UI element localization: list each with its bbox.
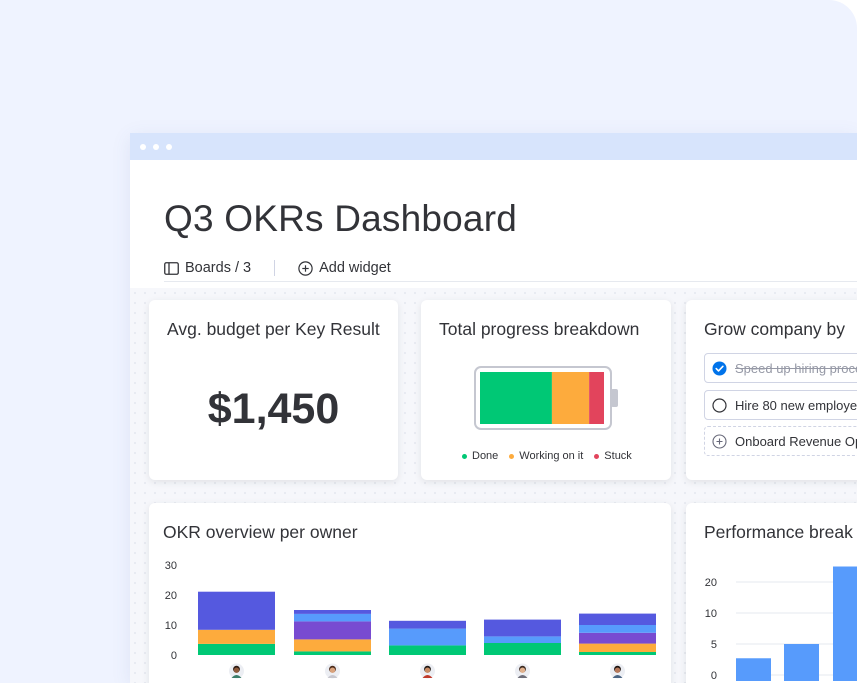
owner-avatar[interactable] xyxy=(610,663,625,679)
board-layout-icon xyxy=(164,261,179,275)
bar-segment xyxy=(294,651,371,655)
y-tick-label: 5 xyxy=(711,639,717,651)
y-tick-label: 10 xyxy=(705,608,717,620)
plus-circle-icon xyxy=(298,260,313,276)
bar-segment xyxy=(389,628,466,646)
window-titlebar xyxy=(130,133,857,160)
goal-widget[interactable]: Grow company by Speed up hiring proce Hi… xyxy=(686,300,857,480)
add-widget-button[interactable]: Add widget xyxy=(298,260,391,276)
bar-segment xyxy=(198,591,275,630)
legend-dot xyxy=(462,453,467,459)
legend-dot xyxy=(594,453,600,459)
toolbar-divider xyxy=(274,260,276,276)
performance-chart: 0 5 10 20 xyxy=(686,551,857,681)
okr-overview-chart: 0 10 20 30 xyxy=(149,551,671,681)
progress-segment-working-on-it xyxy=(551,372,590,424)
budget-value: $1,450 xyxy=(207,385,340,433)
y-tick-label: 0 xyxy=(711,670,717,681)
boards-button[interactable]: Boards / 3 xyxy=(164,260,251,276)
goal-item-add[interactable]: Onboard Revenue Ops xyxy=(704,426,857,456)
bar-segment xyxy=(579,625,656,633)
bar-segment xyxy=(389,645,466,655)
okr-overview-title: OKR overview per owner xyxy=(163,522,358,542)
bar-segment xyxy=(294,613,371,622)
dashboard-header: Q3 OKRs Dashboard Boards / 3 Add widget xyxy=(130,160,857,288)
window-dot xyxy=(166,144,172,150)
okr-overview-widget[interactable]: OKR overview per owner 0 10 20 30 xyxy=(149,503,671,683)
legend-item: Done xyxy=(462,450,498,462)
legend-dot xyxy=(509,453,515,459)
owner-avatar[interactable] xyxy=(229,663,244,679)
goal-item-label: Speed up hiring proce xyxy=(735,360,857,376)
bar-segment xyxy=(579,613,656,625)
window-dot xyxy=(140,144,146,150)
owner-avatar[interactable] xyxy=(325,663,340,679)
y-tick-label: 20 xyxy=(705,577,717,589)
window-dot xyxy=(153,144,159,150)
battery-cap xyxy=(611,389,618,407)
legend-label: Done xyxy=(472,450,499,462)
performance-bar xyxy=(784,644,819,681)
legend-item: Working on it xyxy=(509,450,583,462)
owner-avatar[interactable] xyxy=(420,663,435,679)
y-tick-label: 20 xyxy=(165,590,177,602)
goal-item-open[interactable]: Hire 80 new employee xyxy=(704,390,857,420)
boards-label: Boards / 3 xyxy=(185,260,252,276)
page-title: Q3 OKRs Dashboard xyxy=(164,198,518,239)
budget-widget-title: Avg. budget per Key Result xyxy=(167,319,380,339)
progress-widget-title: Total progress breakdown xyxy=(439,319,640,339)
check-circle-icon[interactable] xyxy=(712,361,727,376)
bar-segment xyxy=(484,619,561,637)
legend-label: Stuck xyxy=(604,450,632,462)
bar-segment xyxy=(198,643,275,655)
y-tick-label: 10 xyxy=(165,620,177,632)
performance-widget[interactable]: Performance break 0 5 10 20 xyxy=(686,503,857,683)
bar-segment xyxy=(198,629,275,644)
battery-progress-bar xyxy=(474,366,620,430)
goal-widget-title: Grow company by xyxy=(704,319,846,339)
owner-avatar[interactable] xyxy=(515,663,530,679)
legend-label: Working on it xyxy=(519,450,584,462)
plus-circle-icon xyxy=(712,433,727,449)
dashboard-toolbar: Boards / 3 Add widget xyxy=(164,258,391,278)
dashboard-canvas: Avg. budget per Key Result $1,450 Total … xyxy=(130,288,857,683)
bar-segment xyxy=(294,639,371,652)
header-divider xyxy=(164,281,857,282)
progress-segment-stuck xyxy=(589,372,604,424)
empty-circle-icon[interactable] xyxy=(712,397,727,413)
progress-segment-done xyxy=(480,372,552,424)
add-widget-label: Add widget xyxy=(319,260,391,276)
bar-segment xyxy=(389,620,466,629)
bar-segment xyxy=(579,652,656,655)
y-tick-label: 0 xyxy=(171,650,177,662)
bar-segment xyxy=(484,636,561,643)
progress-widget[interactable]: Total progress breakdown Done Working on … xyxy=(421,300,671,480)
performance-widget-title: Performance break xyxy=(704,522,853,542)
progress-legend: Done Working on it Stuck xyxy=(462,450,632,462)
goal-item-label: Onboard Revenue Ops xyxy=(735,433,857,449)
bar-segment xyxy=(484,643,561,655)
y-tick-label: 30 xyxy=(165,560,177,572)
goal-item-done[interactable]: Speed up hiring proce xyxy=(704,353,857,383)
bar-segment xyxy=(294,610,371,614)
legend-item: Stuck xyxy=(594,450,632,462)
bar-segment xyxy=(579,632,656,644)
bar-segment xyxy=(294,621,371,640)
budget-widget[interactable]: Avg. budget per Key Result $1,450 xyxy=(149,300,398,480)
goal-item-label: Hire 80 new employee xyxy=(735,397,857,413)
performance-bar xyxy=(736,658,771,681)
bar-segment xyxy=(579,643,656,652)
performance-bar xyxy=(833,566,857,681)
